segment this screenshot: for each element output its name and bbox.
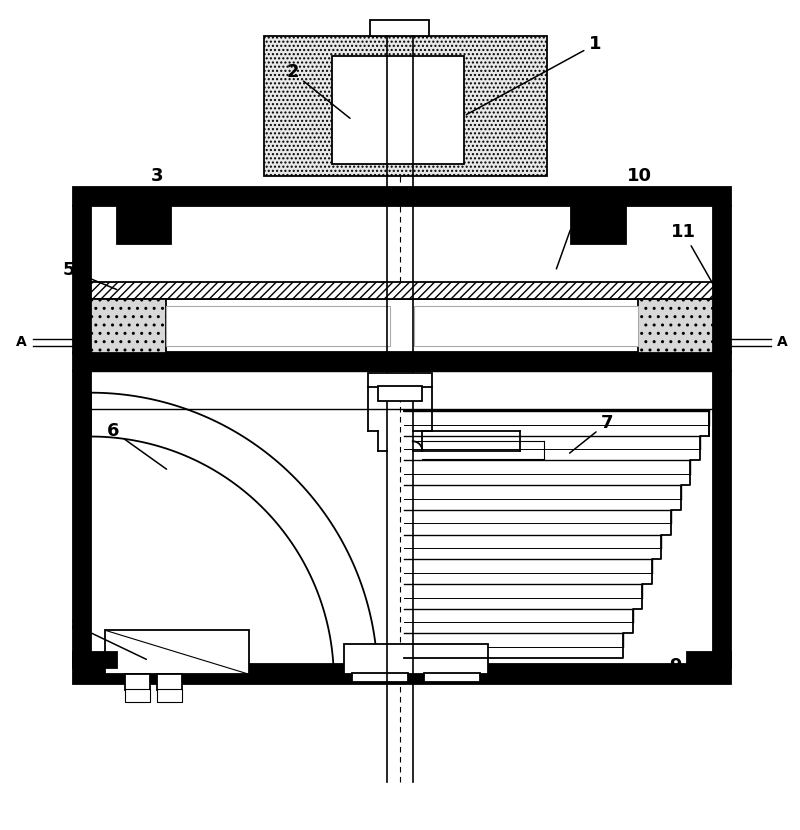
Bar (344, 644, 488, 674)
Bar (687, 652, 731, 667)
Bar (352, 672, 408, 682)
Text: 11: 11 (670, 222, 714, 285)
Bar (73, 187, 731, 206)
Bar (73, 371, 90, 666)
Bar (73, 352, 731, 371)
Bar (90, 300, 166, 353)
Bar (105, 630, 249, 674)
Text: 6: 6 (106, 422, 166, 469)
Text: 9: 9 (658, 657, 682, 676)
Bar (414, 305, 638, 346)
Bar (117, 206, 171, 243)
Bar (424, 672, 480, 682)
Text: A: A (778, 335, 788, 349)
Text: 4: 4 (556, 207, 582, 269)
Text: 5: 5 (63, 261, 117, 290)
Bar (73, 206, 90, 353)
Bar (90, 300, 714, 353)
Text: 1: 1 (466, 36, 602, 115)
Bar (714, 206, 731, 353)
Bar (332, 56, 464, 164)
Bar (157, 674, 182, 690)
Bar (265, 37, 547, 176)
Bar (714, 371, 731, 666)
Text: 7: 7 (570, 414, 614, 453)
Text: 3: 3 (142, 167, 163, 222)
Text: 8: 8 (71, 618, 146, 659)
Bar (571, 206, 626, 243)
Bar (125, 674, 150, 690)
Bar (368, 373, 432, 387)
Bar (73, 664, 731, 684)
Bar (166, 305, 390, 346)
Bar (370, 21, 430, 37)
Bar (125, 689, 150, 702)
Bar (90, 282, 714, 300)
Bar (73, 652, 117, 667)
Text: 2: 2 (286, 63, 350, 119)
Bar (638, 300, 714, 353)
Bar (378, 386, 422, 401)
Bar (157, 689, 182, 702)
Text: 10: 10 (602, 167, 652, 223)
Text: A: A (16, 335, 26, 349)
